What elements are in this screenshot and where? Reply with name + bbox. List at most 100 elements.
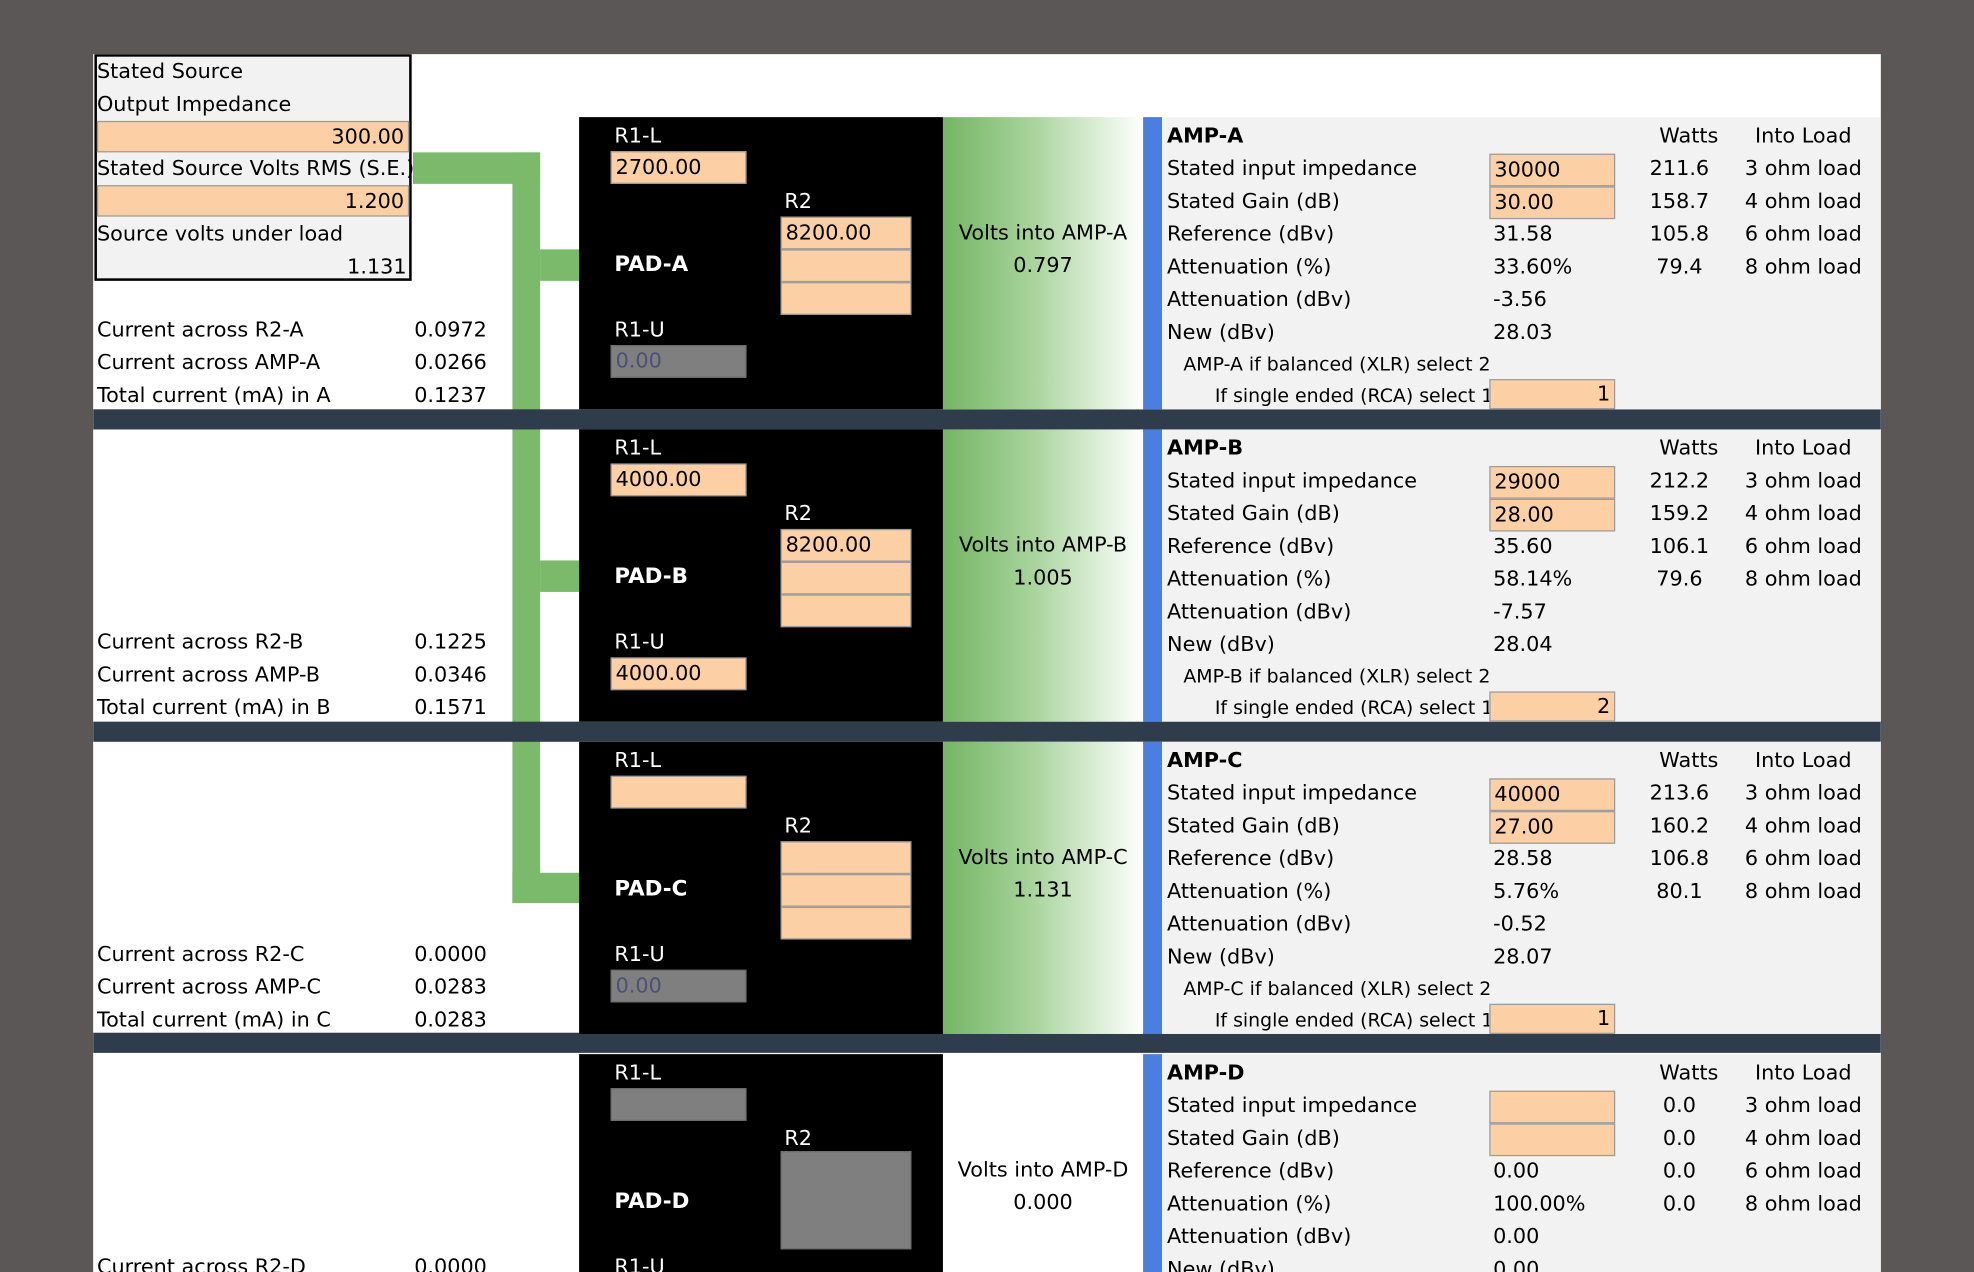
current-value: 0.0346 — [414, 662, 487, 687]
r2-input[interactable] — [780, 841, 912, 875]
amp-row-label: Stated input impedance — [1167, 1093, 1418, 1118]
pad-name: PAD-A — [614, 251, 689, 278]
r1l-input[interactable]: 2700.00 — [610, 151, 747, 184]
section-separator — [93, 1032, 1881, 1053]
r2-input-extra[interactable] — [780, 561, 912, 595]
r1u-input[interactable]: 0.00 — [610, 969, 747, 1003]
watts-value: 213.6 — [1649, 780, 1710, 805]
amp-row-input[interactable]: 40000 — [1489, 778, 1616, 812]
volts-into-amp-value: 1.005 — [1013, 565, 1073, 590]
current-value: 0.0266 — [414, 350, 487, 375]
select-input[interactable]: 2 — [1489, 691, 1616, 722]
select-input[interactable]: 1 — [1489, 1003, 1616, 1034]
volts-into-amp-label: Volts into AMP-D — [957, 1157, 1129, 1182]
amp-row-input[interactable]: 28.00 — [1489, 498, 1616, 532]
volts-into-amp-value: 0.797 — [1013, 253, 1073, 278]
r2-input-extra[interactable] — [780, 874, 912, 907]
amp-row-value: -3.56 — [1493, 287, 1547, 312]
volts-gradient — [942, 117, 1144, 410]
amp-row-value: 58.14% — [1493, 566, 1573, 591]
amp-row-value: 5.76% — [1493, 879, 1560, 903]
r2-input[interactable]: 8200.00 — [780, 528, 912, 562]
source-volts-input[interactable]: 1.200 — [96, 185, 410, 217]
single-ended-label: If single ended (RCA) select 1 — [1214, 696, 1494, 720]
single-ended-label: If single ended (RCA) select 1 — [1214, 1008, 1494, 1032]
amp-row-input[interactable] — [1489, 1090, 1616, 1124]
r2-input[interactable]: 8200.00 — [780, 216, 912, 250]
load-label: 3 ohm load — [1744, 156, 1862, 181]
current-label: Current across AMP-B — [96, 662, 320, 687]
volts-into-amp-label: Volts into AMP-B — [958, 532, 1128, 557]
volts-into-amp-value: 0.000 — [1013, 1190, 1073, 1215]
current-label: Total current (mA) in B — [96, 695, 331, 720]
amp-row-value: -0.52 — [1493, 911, 1547, 936]
into-load-header: Into Load — [1754, 1060, 1852, 1085]
load-label: 6 ohm load — [1744, 533, 1862, 558]
amp-row-label: Attenuation (dBv) — [1167, 1224, 1352, 1249]
load-label: 6 ohm load — [1744, 221, 1862, 246]
r1l-label: R1-L — [614, 123, 662, 148]
current-value: 0.0000 — [414, 942, 487, 966]
amp-row-value: 31.58 — [1493, 221, 1553, 246]
load-label: 3 ohm load — [1744, 780, 1862, 805]
pad-name: PAD-B — [614, 564, 689, 590]
amp-row-input[interactable]: 30000 — [1489, 153, 1616, 187]
r1l-input[interactable] — [610, 775, 747, 809]
load-label: 6 ohm load — [1744, 1158, 1862, 1183]
watts-value: 106.1 — [1649, 533, 1710, 558]
volts-into-amp-label: Volts into AMP-A — [958, 220, 1128, 245]
amp-row-input[interactable] — [1489, 1123, 1616, 1157]
amp-row-label: Attenuation (dBv) — [1167, 911, 1352, 936]
amp-row-value: 0.00 — [1493, 1158, 1540, 1183]
watts-header: Watts — [1659, 748, 1719, 773]
load-label: 4 ohm load — [1744, 1125, 1862, 1150]
watts-value: 80.1 — [1656, 879, 1703, 903]
amp-row-label: New (dBv) — [1167, 632, 1275, 657]
single-ended-label: If single ended (RCA) select 1 — [1214, 384, 1494, 407]
amp-title: AMP-B — [1167, 435, 1244, 460]
amp-row-label: Attenuation (%) — [1167, 1191, 1332, 1216]
current-value: 0.1571 — [414, 695, 487, 720]
volts-gradient — [942, 741, 1144, 1034]
load-label: 4 ohm load — [1744, 813, 1862, 838]
r1u-label: R1-U — [614, 317, 665, 342]
current-value: 0.0000 — [414, 1254, 487, 1272]
r1u-input[interactable]: 0.00 — [610, 345, 747, 378]
load-label: 8 ohm load — [1744, 254, 1862, 279]
r2-label: R2 — [784, 501, 812, 526]
r1u-input[interactable]: 4000.00 — [610, 657, 747, 691]
amp-row-label: Attenuation (%) — [1167, 254, 1332, 279]
source-under-load-value: 1.131 — [347, 254, 407, 279]
r2-input[interactable] — [780, 1151, 912, 1250]
r2-input-extra[interactable] — [780, 906, 912, 940]
amp-row-input[interactable]: 29000 — [1489, 465, 1616, 499]
amp-row-label: Reference (dBv) — [1167, 1158, 1335, 1183]
amp-row-label: Reference (dBv) — [1167, 846, 1335, 871]
select-input[interactable]: 1 — [1489, 379, 1616, 410]
current-label: Current across R2-D — [96, 1254, 306, 1272]
current-value: 0.0283 — [414, 1007, 487, 1032]
amp-row-value: 28.04 — [1493, 632, 1553, 657]
r1l-input[interactable] — [610, 1088, 747, 1121]
source-impedance-input[interactable]: 300.00 — [96, 120, 410, 153]
amp-row-label: Reference (dBv) — [1167, 533, 1335, 558]
source-impedance-label-2: Output Impedance — [96, 91, 292, 116]
amp-marker — [1143, 429, 1162, 722]
source-volts-label: Stated Source Volts RMS (S.E.) — [96, 156, 415, 181]
r2-input-extra[interactable] — [780, 249, 912, 283]
pad-name: PAD-C — [614, 876, 688, 902]
amp-row-input[interactable]: 30.00 — [1489, 186, 1616, 220]
r2-input-extra[interactable] — [780, 282, 912, 315]
volts-into-amp-label: Volts into AMP-C — [958, 845, 1128, 869]
amp-title: AMP-C — [1167, 748, 1243, 773]
r2-input-extra[interactable] — [780, 594, 912, 628]
amp-row-label: Stated input impedance — [1167, 156, 1418, 181]
amp-row-value: 35.60 — [1493, 533, 1553, 558]
watts-header: Watts — [1659, 1060, 1719, 1085]
section-separator — [93, 721, 1881, 742]
r1l-input[interactable]: 4000.00 — [610, 463, 747, 497]
amp-row-input[interactable]: 27.00 — [1489, 811, 1616, 844]
amp-row-label: Stated Gain (dB) — [1167, 188, 1340, 213]
current-label: Current across R2-C — [96, 942, 305, 966]
r2-label: R2 — [784, 188, 812, 213]
